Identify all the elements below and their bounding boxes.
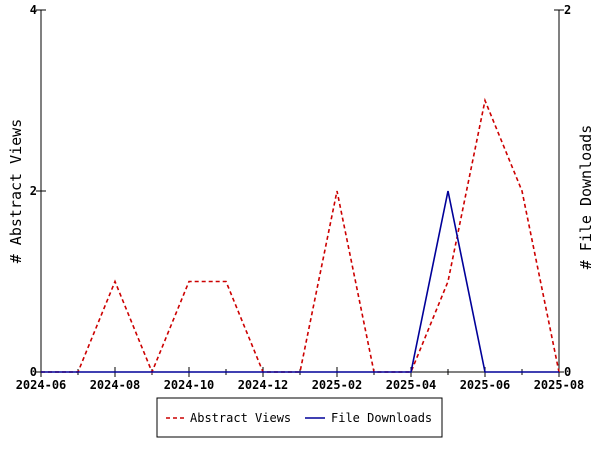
axes bbox=[40, 10, 560, 373]
series bbox=[41, 97, 560, 375]
y-axis-title: # Abstract Views bbox=[7, 119, 25, 264]
series-line-abstract-views bbox=[41, 97, 560, 375]
x-tick-label: 2024-06 bbox=[16, 378, 67, 392]
legend-label-abstract-views: Abstract Views bbox=[190, 411, 291, 425]
legend: Abstract Views File Downloads bbox=[156, 397, 443, 438]
y2-axis-title: # File Downloads bbox=[577, 125, 595, 270]
x-tick-label: 2025-02 bbox=[312, 378, 363, 392]
series-line-file-downloads bbox=[41, 190, 559, 373]
x-tick-label: 2024-08 bbox=[90, 378, 141, 392]
x-tick-label: 2024-10 bbox=[164, 378, 215, 392]
x-tick-label: 2025-08 bbox=[534, 378, 585, 392]
x-tick-label: 2024-12 bbox=[238, 378, 289, 392]
x-tick-label: 2025-04 bbox=[386, 378, 437, 392]
legend-box bbox=[156, 397, 443, 438]
y-tick-label: 2 bbox=[30, 184, 37, 198]
y2-tick-label: 2 bbox=[564, 3, 571, 17]
y2-tick-label: 0 bbox=[564, 365, 571, 379]
y-tick-label: 0 bbox=[30, 365, 37, 379]
y-tick-label: 4 bbox=[30, 3, 37, 17]
legend-label-file-downloads: File Downloads bbox=[331, 411, 432, 425]
ticks: 2024-06 2024-08 2024-10 2024-12 2025-02 2025-… bbox=[16, 3, 585, 392]
x-tick-label: 2025-06 bbox=[460, 378, 511, 392]
